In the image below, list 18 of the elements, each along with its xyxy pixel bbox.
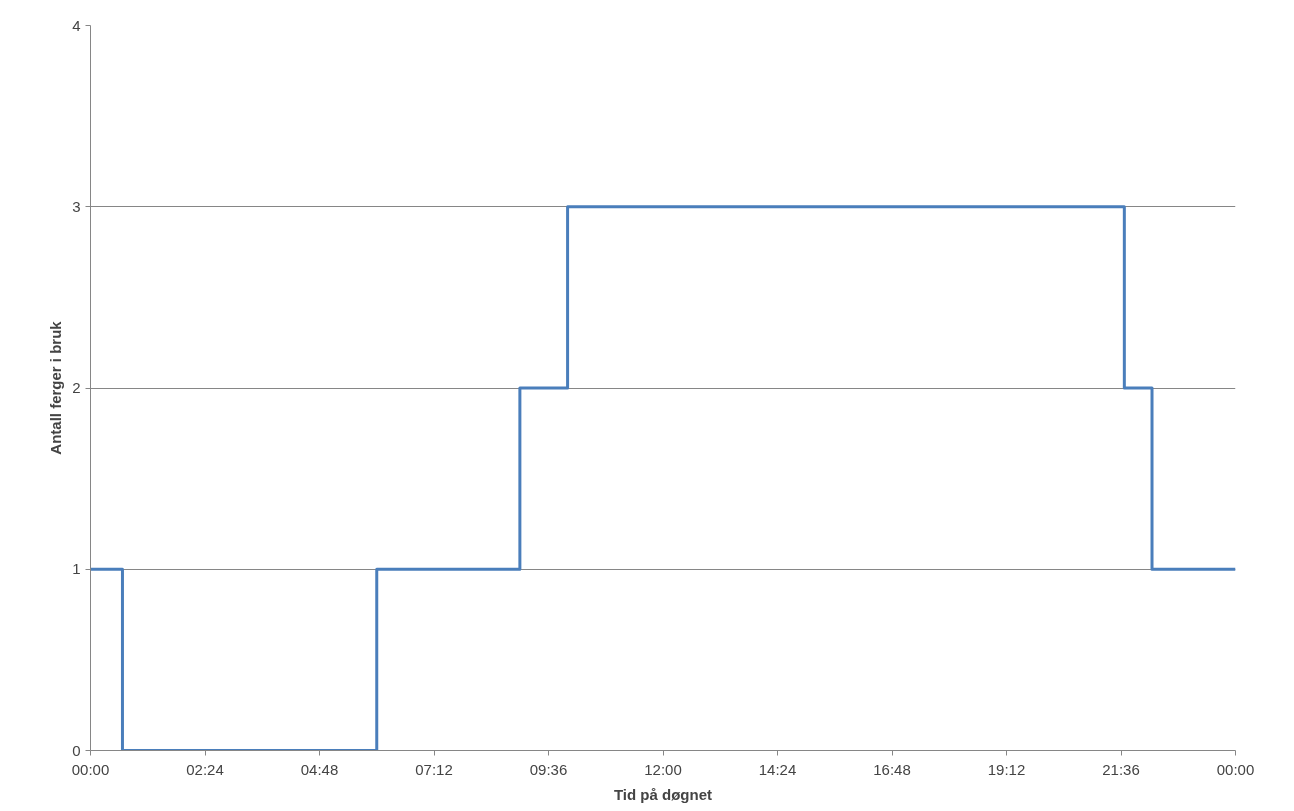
x-tick-label: 04:48 xyxy=(300,760,339,778)
x-tick-label: 12:00 xyxy=(644,760,682,778)
x-tick-label: 19:12 xyxy=(987,760,1026,778)
y-tick-label: 1 xyxy=(72,560,81,578)
x-tick-label: 21:36 xyxy=(1102,760,1140,778)
y-tick-label: 0 xyxy=(72,741,81,759)
x-tick-label: 00:00 xyxy=(71,760,110,778)
x-tick-label: 02:24 xyxy=(186,760,224,778)
x-axis-title: Tid på døgnet xyxy=(613,785,713,803)
y-tick-label: 3 xyxy=(72,197,81,215)
x-tick-label: 07:12 xyxy=(415,760,453,778)
y-tick-label: 4 xyxy=(72,16,81,34)
y-axis-title: Antall ferger i bruk xyxy=(47,320,65,455)
y-tick-label: 2 xyxy=(72,379,81,396)
x-tick-label: 16:48 xyxy=(873,760,911,778)
x-tick-label: 14:24 xyxy=(758,760,797,778)
x-tick-label: 00:00 xyxy=(1216,760,1255,778)
x-tick-label: 09:36 xyxy=(529,760,568,778)
